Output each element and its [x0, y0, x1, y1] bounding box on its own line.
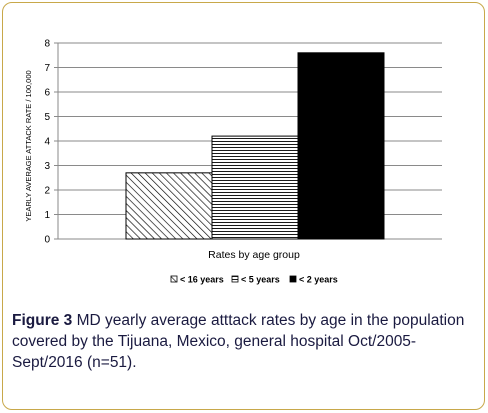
legend-label: < 16 years [180, 275, 224, 285]
figure-label: Figure 3 [12, 312, 73, 329]
y-tick-label: 1 [44, 210, 50, 221]
y-tick-label: 7 [44, 63, 50, 74]
bar [211, 135, 299, 240]
bar [297, 52, 385, 240]
y-tick-label: 3 [44, 161, 50, 172]
x-axis-label: Rates by age group [208, 249, 300, 261]
legend-swatch [170, 275, 178, 283]
y-tick-label: 2 [44, 186, 50, 197]
y-tick-label: 6 [44, 88, 50, 99]
legend-swatch [289, 275, 297, 283]
figure-caption: Figure 3 MD yearly average atttack rates… [12, 310, 472, 373]
y-tick-label: 5 [44, 112, 50, 123]
y-tick-label: 0 [44, 235, 50, 246]
bars [125, 52, 385, 240]
y-tick-label: 8 [44, 39, 50, 50]
legend-label: < 5 years [241, 275, 280, 285]
legend-label: < 2 years [299, 275, 338, 285]
legend: < 16 years < 5 years < 2 years [170, 275, 338, 285]
y-axis-label: YEARLY AVERAGE ATTACK RATE / 100,000 [24, 70, 33, 221]
y-tick-label: 4 [44, 137, 50, 148]
axis-labels: 0 1 2 3 4 5 6 7 8 Rates by age group YEARLY AVERAG… [24, 39, 300, 262]
legend-swatch [231, 275, 239, 283]
figure-caption-text: MD yearly average atttack rates by age i… [12, 312, 465, 371]
bar [125, 172, 213, 240]
